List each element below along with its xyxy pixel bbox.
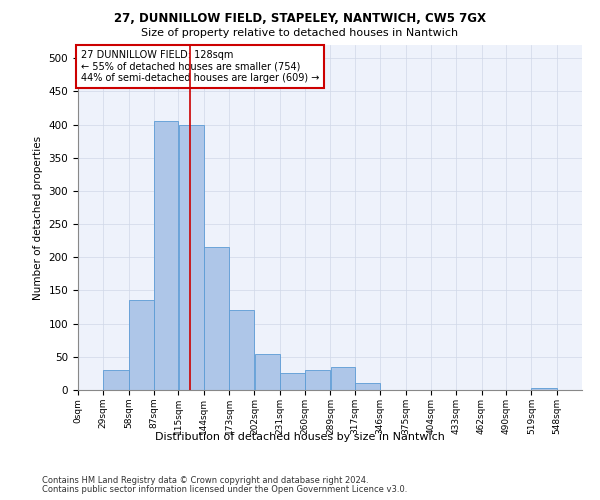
Bar	[305, 370, 331, 390]
Bar	[532, 388, 557, 390]
Bar	[154, 122, 178, 390]
Bar	[331, 367, 355, 390]
Bar	[229, 310, 254, 390]
Text: 27 DUNNILLOW FIELD: 128sqm
← 55% of detached houses are smaller (754)
44% of sem: 27 DUNNILLOW FIELD: 128sqm ← 55% of deta…	[80, 50, 319, 84]
Text: Distribution of detached houses by size in Nantwich: Distribution of detached houses by size …	[155, 432, 445, 442]
Bar	[179, 124, 203, 390]
Y-axis label: Number of detached properties: Number of detached properties	[33, 136, 43, 300]
Text: Contains public sector information licensed under the Open Government Licence v3: Contains public sector information licen…	[42, 485, 407, 494]
Bar	[355, 384, 380, 390]
Text: Contains HM Land Registry data © Crown copyright and database right 2024.: Contains HM Land Registry data © Crown c…	[42, 476, 368, 485]
Bar	[280, 374, 305, 390]
Bar	[129, 300, 154, 390]
Bar	[204, 248, 229, 390]
Text: Size of property relative to detached houses in Nantwich: Size of property relative to detached ho…	[142, 28, 458, 38]
Bar	[254, 354, 280, 390]
Bar	[103, 370, 128, 390]
Text: 27, DUNNILLOW FIELD, STAPELEY, NANTWICH, CW5 7GX: 27, DUNNILLOW FIELD, STAPELEY, NANTWICH,…	[114, 12, 486, 26]
